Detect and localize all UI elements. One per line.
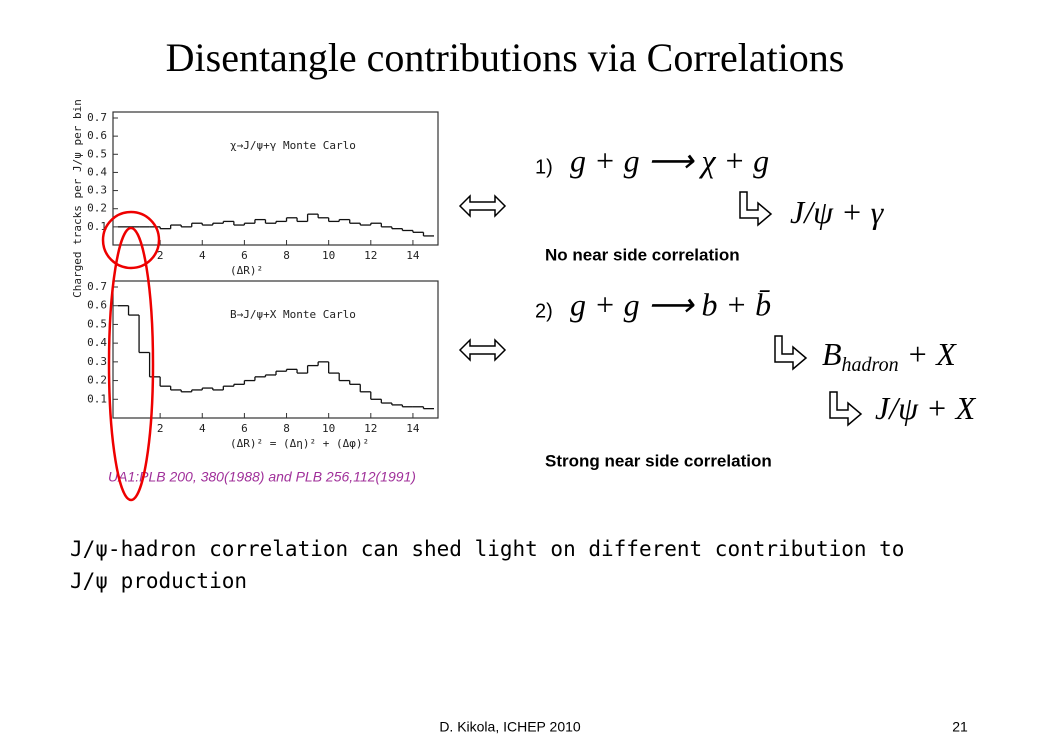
decay: J/ψ + γ <box>790 194 885 230</box>
decay-main: J/ψ <box>875 390 919 426</box>
body-line: J/ψ production <box>70 569 247 593</box>
x-tick-label: 12 <box>364 422 377 435</box>
x-axis-label: (ΔR)² <box>230 264 263 277</box>
plot-annotation: χ→J/ψ+γ Monte Carlo <box>230 139 356 152</box>
decay-arrow <box>739 191 773 227</box>
y-tick-label: 0.6 <box>87 129 107 142</box>
body-line: J/ψ-hadron correlation can shed light on… <box>70 537 904 561</box>
equation: g + g ⟶ χ + g <box>570 142 769 178</box>
y-tick-label: 0.5 <box>87 147 107 160</box>
x-tick-label: 10 <box>322 422 335 435</box>
x-axis-label: (ΔR)² = (Δη)² + (Δφ)² <box>230 437 369 450</box>
page-number: 21 <box>952 719 968 735</box>
double-arrow <box>458 194 507 218</box>
decay-arrow <box>829 391 863 427</box>
x-tick-label: 2 <box>157 249 164 262</box>
plot-frame <box>112 111 439 246</box>
x-tick-label: 4 <box>199 422 206 435</box>
x-tick-label: 4 <box>199 249 206 262</box>
x-tick-label: 14 <box>406 422 420 435</box>
y-tick-label: 0.2 <box>87 374 107 387</box>
decay-rest: + X <box>918 390 977 426</box>
x-tick-label: 14 <box>406 249 420 262</box>
x-tick-label: 6 <box>241 422 248 435</box>
y-tick-label: 0.4 <box>87 165 107 178</box>
x-tick-label: 8 <box>283 249 290 262</box>
reaction-label: 1) <box>535 156 553 178</box>
y-tick-label: 0.6 <box>87 299 107 312</box>
y-tick-label: 0.3 <box>87 184 107 197</box>
decay: Bhadron + X <box>822 336 957 375</box>
y-axis-label: Charged tracks per J/ψ per bin <box>71 99 84 298</box>
y-tick-label: 0.4 <box>87 336 107 349</box>
highlight-ellipse <box>107 226 155 502</box>
reaction-label: 2) <box>535 300 553 322</box>
decay: J/ψ + X <box>875 390 977 426</box>
y-tick-label: 0.1 <box>87 220 107 233</box>
correlation-note: Strong near side correlation <box>545 451 772 470</box>
citation: UA1:PLB 200, 380(1988) and PLB 256,112(1… <box>108 469 416 485</box>
y-tick-label: 0.2 <box>87 202 107 215</box>
footer-author: D. Kikola, ICHEP 2010 <box>439 719 581 735</box>
correlation-note: No near side correlation <box>545 245 740 264</box>
decay-rest: + X <box>899 336 958 372</box>
decay-arrow <box>774 335 808 371</box>
x-tick-label: 6 <box>241 249 248 262</box>
slide-title: Disentangle contributions via Correlatio… <box>166 35 845 80</box>
double-arrow <box>458 338 507 362</box>
plot-frame <box>112 280 439 419</box>
decay-main: J/ψ <box>790 194 834 230</box>
x-tick-label: 12 <box>364 249 377 262</box>
plot-annotation: B→J/ψ+X Monte Carlo <box>230 308 356 321</box>
x-tick-label: 2 <box>157 422 164 435</box>
decay-rest: + γ <box>833 194 885 230</box>
y-tick-label: 0.1 <box>87 392 107 405</box>
y-tick-label: 0.7 <box>87 111 107 124</box>
highlight-circle <box>101 210 161 270</box>
x-tick-label: 10 <box>322 249 335 262</box>
decay-sub: hadron <box>842 354 899 376</box>
y-tick-label: 0.7 <box>87 280 107 293</box>
decay-main: B <box>822 336 842 372</box>
y-tick-label: 0.5 <box>87 317 107 330</box>
equation: g + g ⟶ b + b̄ <box>570 286 771 322</box>
x-tick-label: 8 <box>283 422 290 435</box>
y-tick-label: 0.3 <box>87 355 107 368</box>
